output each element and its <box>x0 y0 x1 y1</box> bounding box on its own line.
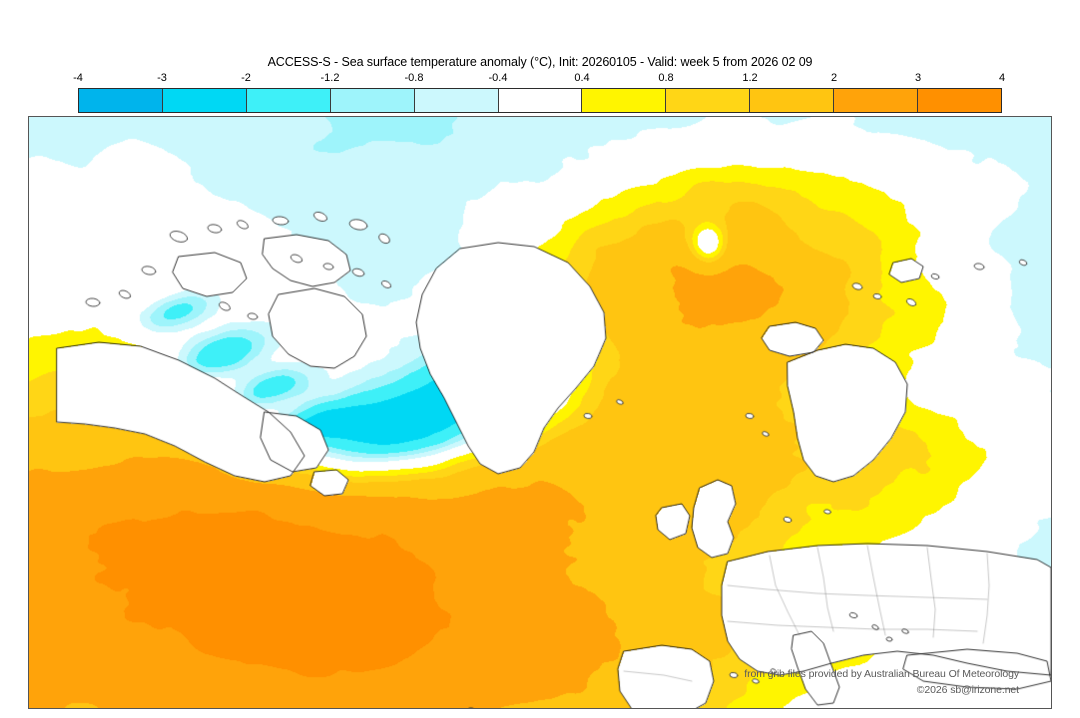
colorbar: -4 -3 -2 -1.2 -0.8 -0.4 0.4 0.8 1.2 2 3 4 <box>73 72 1006 113</box>
colorbar-segment-5 <box>497 89 582 112</box>
page-title: ACCESS-S - Sea surface temperature anoma… <box>267 55 813 69</box>
colorbar-tick-10: 3 <box>914 72 922 84</box>
colorbar-tick-2: -2 <box>241 72 251 84</box>
colorbar-tick-6: 0.4 <box>574 72 590 84</box>
colorbar-segment-10 <box>917 89 1001 112</box>
colorbar-segment-2 <box>245 89 330 112</box>
colorbar-segments <box>78 88 1002 113</box>
colorbar-segment-0 <box>79 89 162 112</box>
colorbar-tick-9: 2 <box>830 72 838 84</box>
colorbar-segment-4 <box>413 89 498 112</box>
colorbar-tick-5: -0.4 <box>488 72 508 84</box>
colorbar-segment-8 <box>749 89 834 112</box>
colorbar-tick-0: -4 <box>73 72 83 84</box>
colorbar-tick-labels: -4 -3 -2 -1.2 -0.8 -0.4 0.4 0.8 1.2 2 3 4 <box>73 72 1006 88</box>
colorbar-segment-6 <box>581 89 666 112</box>
colorbar-segment-9 <box>833 89 918 112</box>
credit-source: from grib files provided by Australian B… <box>744 668 1019 680</box>
map-panel[interactable]: from grib files provided by Australian B… <box>28 116 1052 709</box>
colorbar-segment-7 <box>665 89 750 112</box>
credit-copyright: ©2026 sb@irizone.net <box>916 684 1019 696</box>
colorbar-tick-4: -0.8 <box>404 72 424 84</box>
colorbar-tick-7: 0.8 <box>658 72 674 84</box>
colorbar-tick-3: -1.2 <box>320 72 340 84</box>
colorbar-segment-1 <box>161 89 246 112</box>
colorbar-tick-11: 4 <box>998 72 1006 84</box>
colorbar-segment-3 <box>329 89 414 112</box>
colorbar-tick-1: -3 <box>157 72 167 84</box>
sst-anomaly-map-canvas[interactable] <box>29 117 1051 708</box>
colorbar-tick-8: 1.2 <box>742 72 758 84</box>
